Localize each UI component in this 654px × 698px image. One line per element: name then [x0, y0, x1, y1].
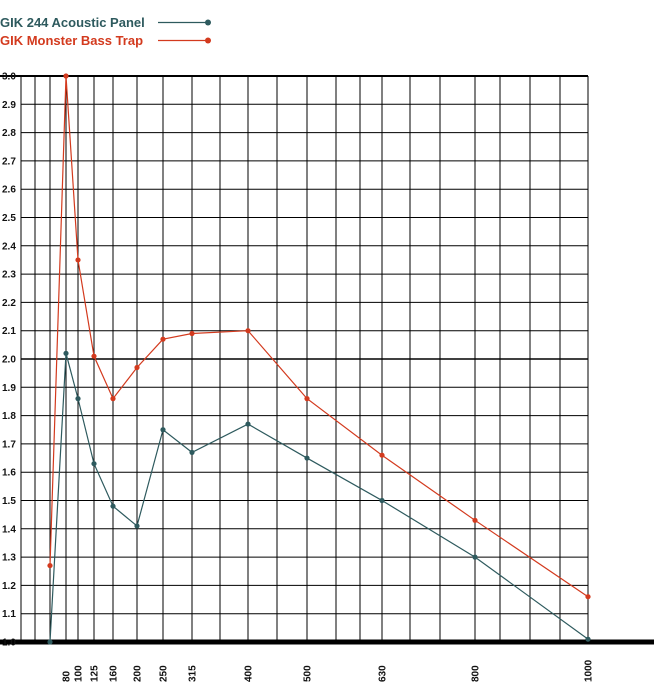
data-point — [245, 328, 251, 334]
x-tick-label: 500 — [303, 665, 314, 682]
x-tick-label: 125 — [90, 665, 101, 682]
data-point — [75, 257, 81, 263]
y-tick-label: 2.8 — [2, 128, 16, 139]
y-tick-label: 2.2 — [2, 298, 16, 309]
y-axis-ticks: 3.0 2.9 2.8 2.7 2.6 2.5 2.4 2.3 2.2 2.1 2.0 1.9 1.8 1… — [2, 72, 16, 649]
data-point — [472, 554, 478, 560]
data-point — [585, 594, 591, 600]
data-point — [304, 396, 310, 402]
y-tick-label: 2.9 — [2, 100, 16, 111]
data-point — [189, 330, 195, 337]
data-point — [63, 350, 69, 356]
y-tick-label: 1.3 — [2, 553, 16, 564]
data-point — [134, 523, 140, 529]
y-tick-label: 1.9 — [2, 383, 16, 394]
y-tick-label: 2.3 — [2, 270, 16, 281]
y-tick-label: 1.7 — [2, 439, 16, 450]
data-point — [379, 497, 385, 504]
y-tick-label: 2.7 — [2, 156, 16, 167]
chart-series — [47, 73, 591, 645]
y-tick-label: 1.1 — [2, 609, 16, 620]
chart-grid — [0, 75, 654, 645]
y-tick-label: 1.0 — [2, 638, 16, 649]
data-point — [91, 353, 97, 359]
legend-label: GIK 244 Acoustic Panel — [0, 15, 145, 30]
y-tick-label: 1.8 — [2, 411, 16, 422]
data-point — [110, 503, 116, 509]
chart-legend: GIK 244 Acoustic Panel GIK Monster Bass T… — [0, 15, 211, 48]
data-point — [160, 336, 166, 342]
x-axis-ticks: 80 100 125 160 200 250 315 400 500 630 800 1000 — [62, 659, 595, 682]
legend-marker — [205, 19, 211, 26]
y-tick-label: 2.1 — [2, 326, 16, 337]
data-point — [585, 636, 591, 642]
x-tick-label: 315 — [188, 665, 199, 682]
legend-label: GIK Monster Bass Trap — [0, 33, 143, 48]
y-tick-label: 1.6 — [2, 468, 16, 479]
data-point — [47, 639, 53, 645]
y-tick-label: 1.5 — [2, 496, 16, 507]
data-point — [110, 396, 116, 402]
data-point — [91, 461, 97, 467]
x-tick-label: 400 — [244, 665, 255, 682]
data-point — [379, 452, 385, 458]
y-tick-label: 2.6 — [2, 185, 16, 196]
y-tick-label: 2.5 — [2, 213, 16, 224]
data-point — [304, 455, 310, 461]
x-tick-label: 1000 — [584, 659, 595, 682]
x-tick-label: 200 — [133, 665, 144, 682]
x-tick-label: 800 — [471, 665, 482, 682]
y-tick-label: 2.0 — [2, 355, 16, 366]
x-tick-label: 250 — [159, 665, 170, 682]
x-tick-label: 160 — [109, 665, 120, 682]
y-tick-label: 2.4 — [2, 241, 16, 252]
data-point — [189, 449, 195, 455]
legend-marker — [205, 37, 211, 44]
data-point — [245, 421, 251, 427]
data-point — [47, 562, 53, 569]
x-tick-label: 80 — [62, 670, 73, 682]
y-tick-label: 1.4 — [2, 524, 16, 535]
y-tick-label: 1.2 — [2, 581, 16, 592]
data-point — [160, 427, 166, 433]
data-point — [134, 364, 140, 371]
x-tick-label: 630 — [378, 665, 389, 682]
data-point — [472, 517, 478, 523]
data-point — [63, 73, 69, 79]
y-tick-label: 3.0 — [2, 72, 16, 83]
data-point — [75, 396, 81, 402]
x-tick-label: 100 — [74, 665, 85, 682]
